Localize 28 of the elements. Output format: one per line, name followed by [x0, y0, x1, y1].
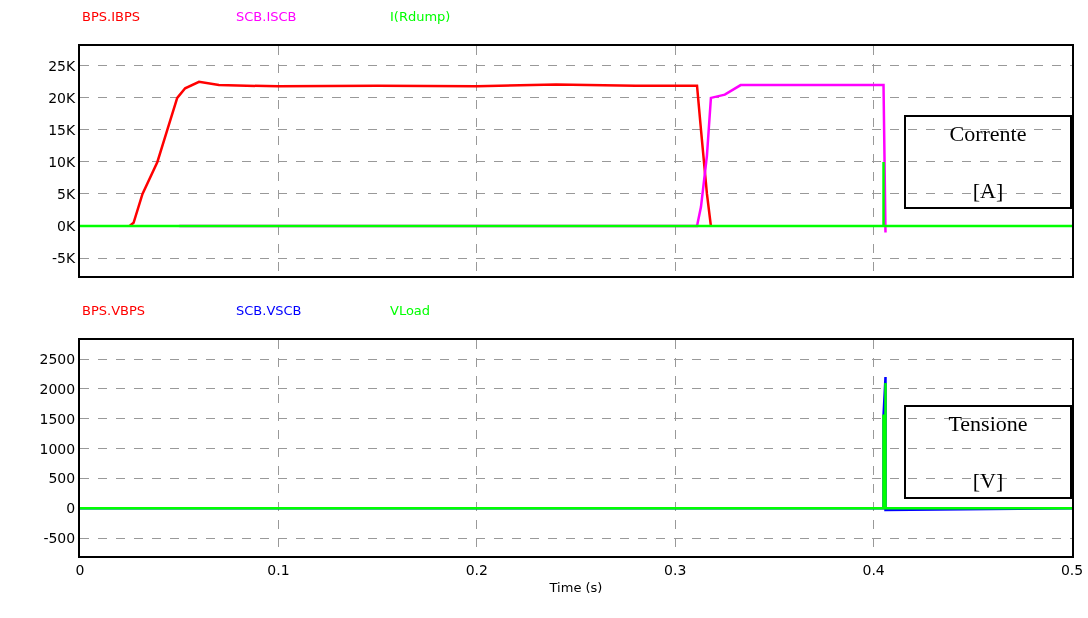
text: SCB.VSCB	[236, 303, 302, 318]
legend-label: BPS.VBPS	[82, 303, 146, 318]
text: VLoad	[390, 303, 431, 318]
y-tick-label: 2000	[39, 380, 76, 397]
y-tick-label: -5K	[52, 249, 77, 266]
y-tick-label: -500	[43, 530, 76, 546]
y-tick-label: 10K	[48, 153, 77, 170]
text: Corrente [A]	[949, 120, 1027, 204]
x-tick-label: 0.3	[664, 561, 687, 578]
y-tick-label: 2500	[39, 350, 76, 367]
y-tick-label: 5K	[57, 185, 77, 202]
y-tick-label: 1000	[39, 440, 76, 457]
x-tick-label: 0.2	[465, 561, 488, 578]
y-tick-label: 500	[48, 470, 76, 487]
x-axis-title: Time (s)	[548, 579, 603, 595]
text: BPS.IBPS	[82, 9, 140, 24]
y-tick-label: 1500	[39, 410, 76, 427]
y-tick-label: 0K	[57, 217, 77, 234]
x-tick-label: 0.4	[862, 561, 885, 578]
y-tick-label: 0	[66, 500, 76, 517]
text: SCB.ISCB	[236, 9, 297, 24]
y-tick-label: 15K	[48, 121, 77, 138]
x-tick-label: 0.5	[1060, 561, 1084, 578]
y-tick-label: 20K	[48, 89, 77, 106]
y-tick-label: 25K	[48, 57, 77, 74]
x-tick-label: 0.1	[267, 561, 290, 578]
text: I(Rdump)	[390, 9, 451, 24]
text: Tensione [V]	[948, 410, 1028, 494]
